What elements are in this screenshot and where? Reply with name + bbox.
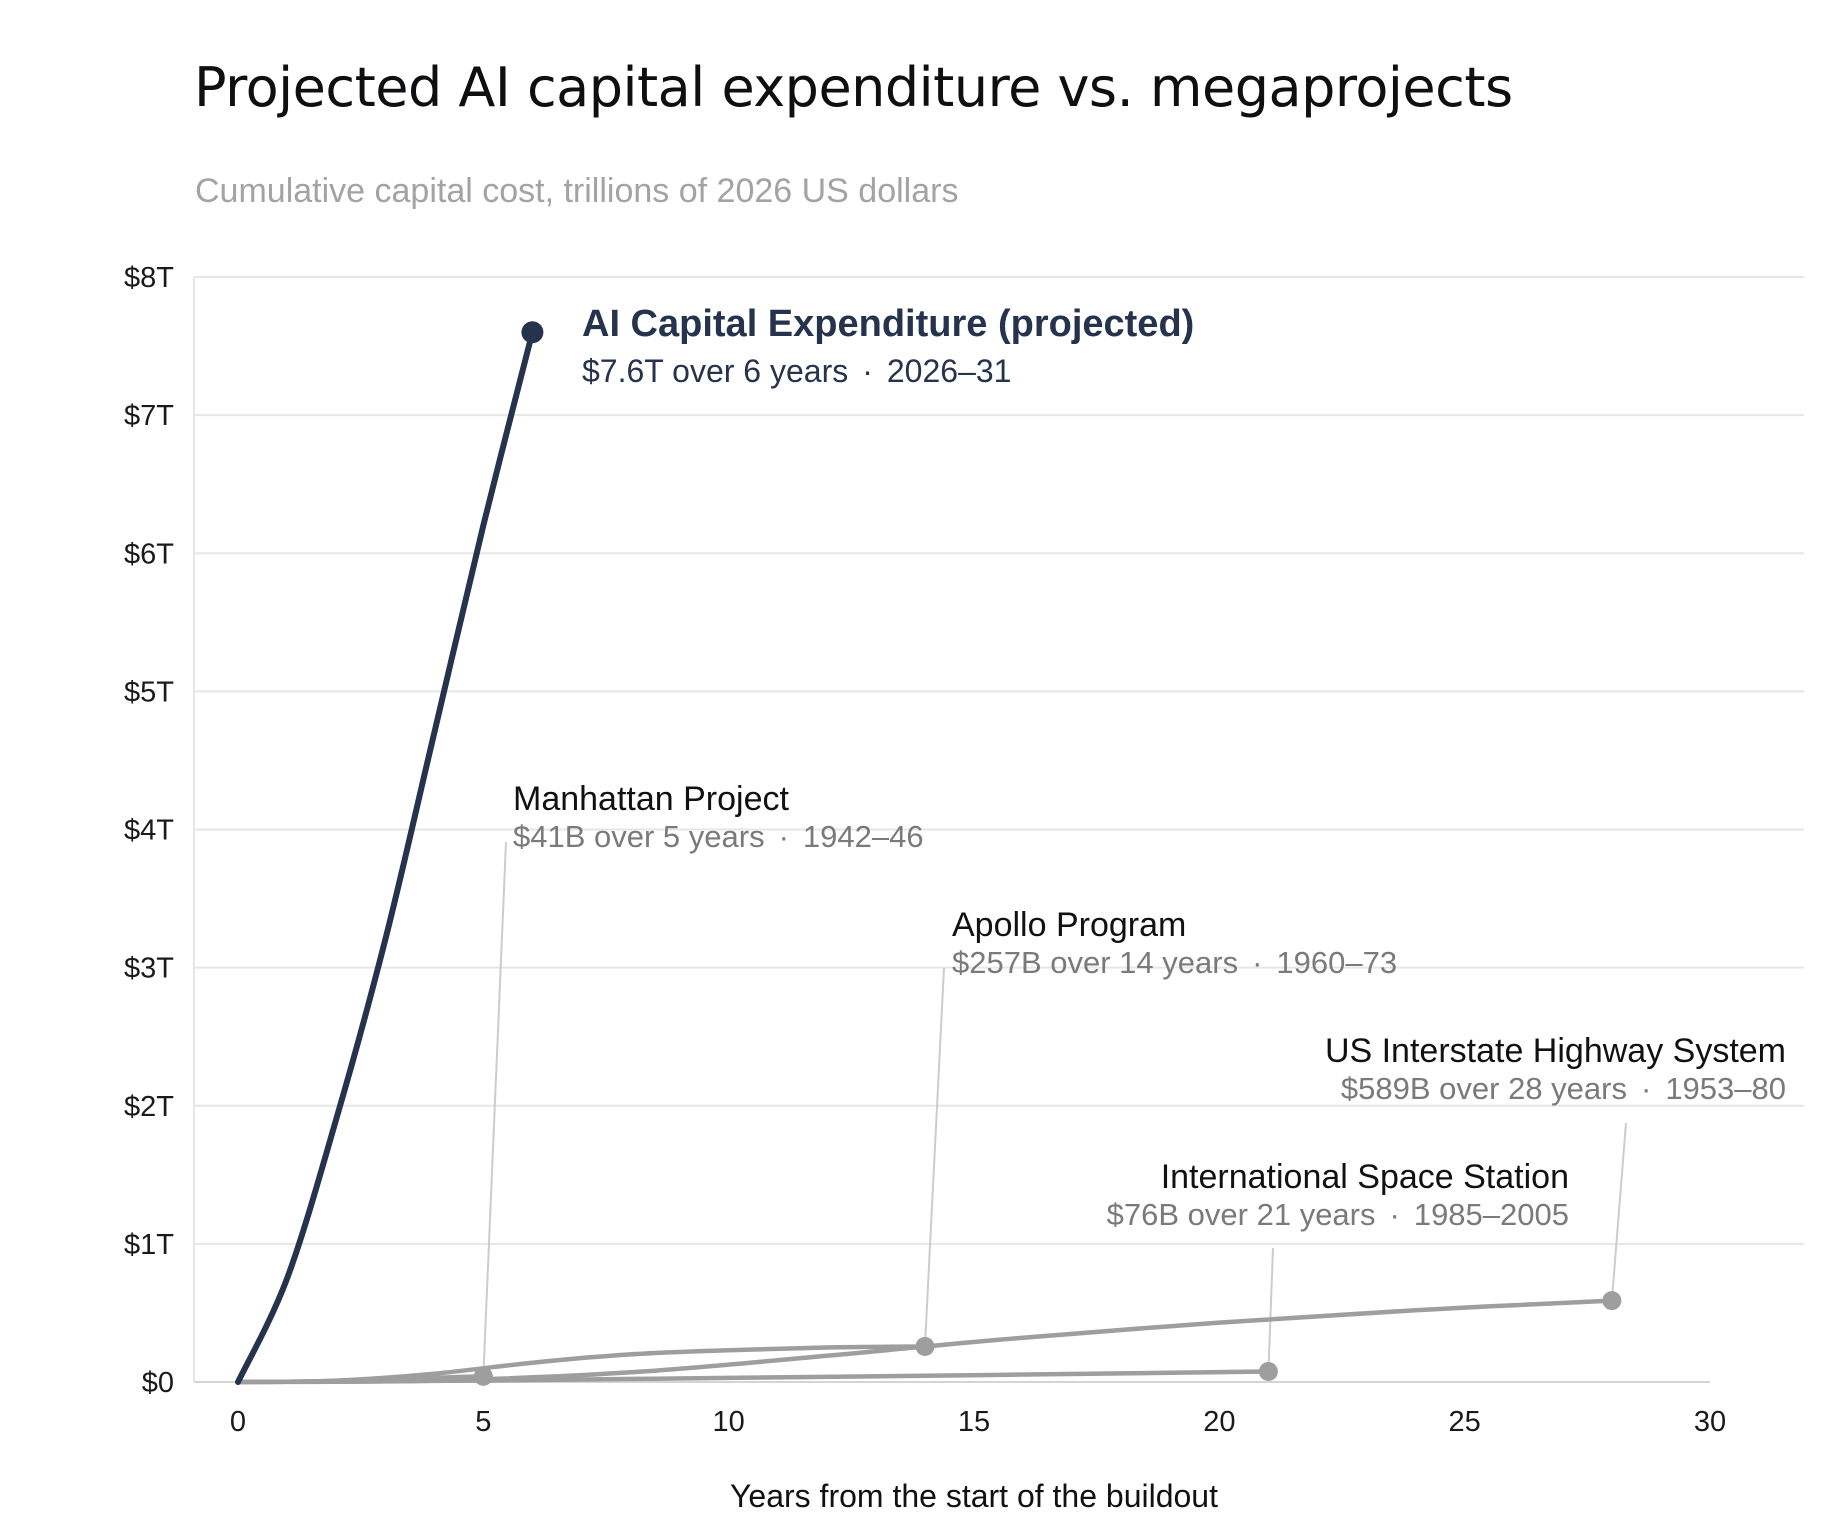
y-tick-label: $7T (124, 400, 174, 432)
y-tick-label: $1T (124, 1229, 174, 1261)
x-tick-label: 10 (713, 1406, 745, 1438)
series-detail-amount: $7.6T over 6 years (582, 353, 848, 389)
series-line-us-interstate-highway-system (235, 1298, 1615, 1385)
y-tick-label: $0 (142, 1367, 174, 1399)
gridlines (193, 276, 1804, 1383)
series-endpoint-us-interstate-highway-system (1602, 1291, 1622, 1311)
y-tick-label: $5T (124, 676, 174, 708)
series-detail-separator: · (1252, 945, 1262, 980)
leader-line-manhattan-project (482, 841, 507, 1377)
x-tick-label: 0 (230, 1406, 246, 1438)
y-tick-label: $4T (124, 815, 174, 847)
series-detail-separator: · (779, 819, 789, 854)
series-line-ai-capital-expenditure-projected (235, 329, 536, 1385)
x-tick-label: 15 (958, 1406, 990, 1438)
series-detail-amount: $76B over 21 years (1107, 1197, 1376, 1232)
y-tick-label: $2T (124, 1091, 174, 1123)
series-detail-ai-capital-expenditure-projected: $7.6T over 6 years · 2026–31 (582, 353, 1011, 389)
leader-line-apollo-program (923, 967, 945, 1347)
series-label-apollo-program: Apollo Program (952, 906, 1186, 944)
series-detail-years: 1942–46 (803, 819, 924, 854)
series-detail-years: 1953–80 (1665, 1071, 1786, 1106)
series-detail-years: 1985–2005 (1414, 1197, 1569, 1232)
annotation-leaders (482, 841, 1627, 1377)
x-axis-label: Years from the start of the buildout (730, 1478, 1218, 1514)
chart-subtitle: Cumulative capital cost, trillions of 20… (195, 172, 959, 210)
x-tick-label: 5 (475, 1406, 491, 1438)
series-detail-separator: · (1641, 1071, 1651, 1106)
series-detail-years: 1960–73 (1276, 945, 1397, 980)
leader-line-us-interstate-highway-system (1610, 1122, 1627, 1301)
series-detail-separator: · (862, 353, 873, 389)
series-endpoint-international-space-station (1258, 1362, 1278, 1382)
x-axis-ticks: 0 5 10 15 20 25 30 (230, 1406, 1726, 1438)
chart-title: Projected AI capital expenditure vs. meg… (194, 56, 1513, 119)
series-detail-apollo-program: $257B over 14 years · 1960–73 (952, 945, 1397, 980)
x-tick-label: 25 (1449, 1406, 1481, 1438)
y-tick-label: $6T (124, 538, 174, 570)
series-label-ai-capital-expenditure-projected: AI Capital Expenditure (projected) (582, 303, 1194, 345)
leader-line-international-space-station (1267, 1247, 1274, 1372)
series-label-international-space-station: International Space Station (1161, 1158, 1569, 1196)
series-detail-manhattan-project: $41B over 5 years · 1942–46 (513, 819, 924, 854)
series-detail-years: 2026–31 (887, 353, 1012, 389)
series-annotations: Manhattan Project$41B over 5 years · 1942–… (513, 303, 1786, 1232)
series-endpoint-ai-capital-expenditure-projected (521, 321, 544, 344)
series-detail-us-interstate-highway-system: $589B over 28 years · 1953–80 (1341, 1071, 1786, 1106)
series-detail-amount: $41B over 5 years (513, 819, 765, 854)
y-axis-ticks: $0 $1T $2T $3T $4T $5T $6T $7T $8T (124, 262, 174, 1399)
series-detail-amount: $589B over 28 years (1341, 1071, 1627, 1106)
series-detail-international-space-station: $76B over 21 years · 1985–2005 (1107, 1197, 1569, 1232)
series-detail-separator: · (1390, 1197, 1400, 1232)
series-detail-amount: $257B over 14 years (952, 945, 1238, 980)
series-label-manhattan-project: Manhattan Project (513, 780, 789, 818)
x-tick-label: 20 (1203, 1406, 1235, 1438)
y-tick-label: $8T (124, 262, 174, 294)
x-tick-label: 30 (1694, 1406, 1726, 1438)
y-tick-label: $3T (124, 953, 174, 985)
series-lines (235, 321, 1622, 1386)
series-label-us-interstate-highway-system: US Interstate Highway System (1325, 1032, 1786, 1070)
